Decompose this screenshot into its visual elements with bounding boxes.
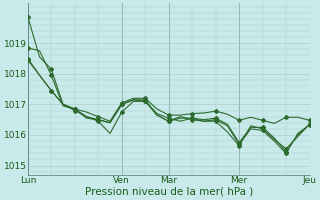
X-axis label: Pression niveau de la mer( hPa ): Pression niveau de la mer( hPa ) [84,187,253,197]
